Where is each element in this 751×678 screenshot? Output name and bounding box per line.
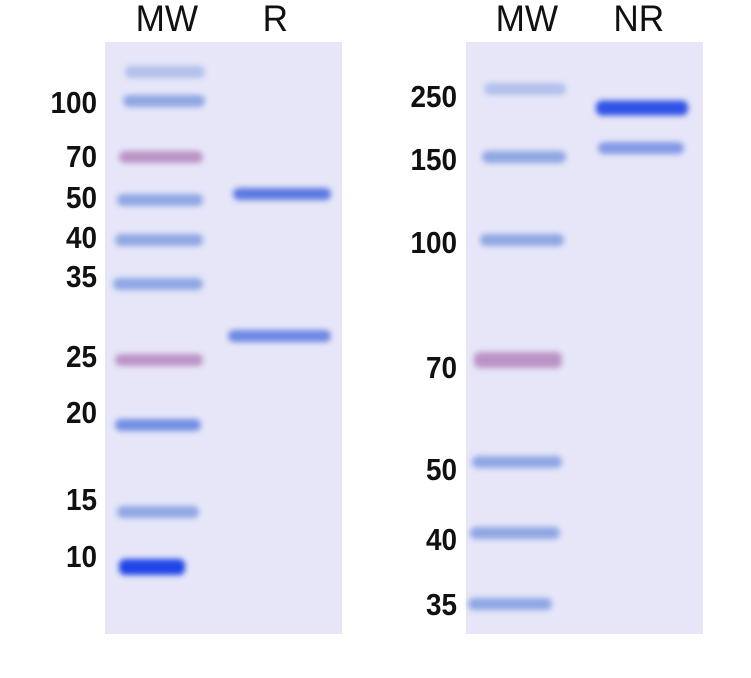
mw-label: 25	[65, 339, 97, 374]
gel-non-reduced	[466, 42, 703, 634]
sample-band-minor	[598, 142, 684, 154]
mw-label: 100	[50, 85, 97, 120]
lane-header-mw-right: MW	[495, 0, 559, 39]
mw-label: 50	[425, 452, 457, 487]
marker-band	[123, 95, 205, 107]
mw-label: 15	[65, 482, 97, 517]
marker-band	[470, 527, 560, 539]
marker-band	[474, 352, 562, 368]
marker-band	[125, 66, 205, 78]
mw-label: 70	[425, 350, 457, 385]
marker-band	[115, 354, 203, 366]
mw-label: 35	[65, 259, 97, 294]
gel-reduced	[105, 42, 342, 634]
marker-band	[468, 598, 552, 610]
mw-label: 50	[65, 180, 97, 215]
marker-band	[117, 506, 199, 518]
lane-header-mw-left: MW	[135, 0, 199, 39]
mw-label: 100	[410, 225, 457, 260]
mw-label: 35	[425, 587, 457, 622]
mw-label: 70	[65, 139, 97, 174]
mw-label: 40	[65, 220, 97, 255]
sample-band-intact	[596, 100, 688, 116]
sample-band-light-chain	[228, 330, 331, 342]
mw-label: 40	[425, 522, 457, 557]
marker-band	[472, 456, 562, 468]
marker-band	[115, 419, 201, 431]
marker-band	[115, 234, 203, 246]
mw-label: 250	[410, 79, 457, 114]
lane-header-r: R	[262, 0, 289, 39]
marker-band	[113, 278, 203, 290]
marker-band	[480, 234, 564, 246]
mw-label: 10	[65, 539, 97, 574]
marker-band	[117, 194, 203, 206]
lane-header-nr: NR	[613, 0, 665, 39]
marker-band	[119, 559, 185, 575]
mw-label: 20	[65, 395, 97, 430]
marker-band	[482, 151, 566, 163]
sample-band-heavy-chain	[233, 188, 331, 200]
marker-band	[484, 83, 566, 95]
marker-band	[119, 151, 203, 163]
mw-label: 150	[410, 142, 457, 177]
